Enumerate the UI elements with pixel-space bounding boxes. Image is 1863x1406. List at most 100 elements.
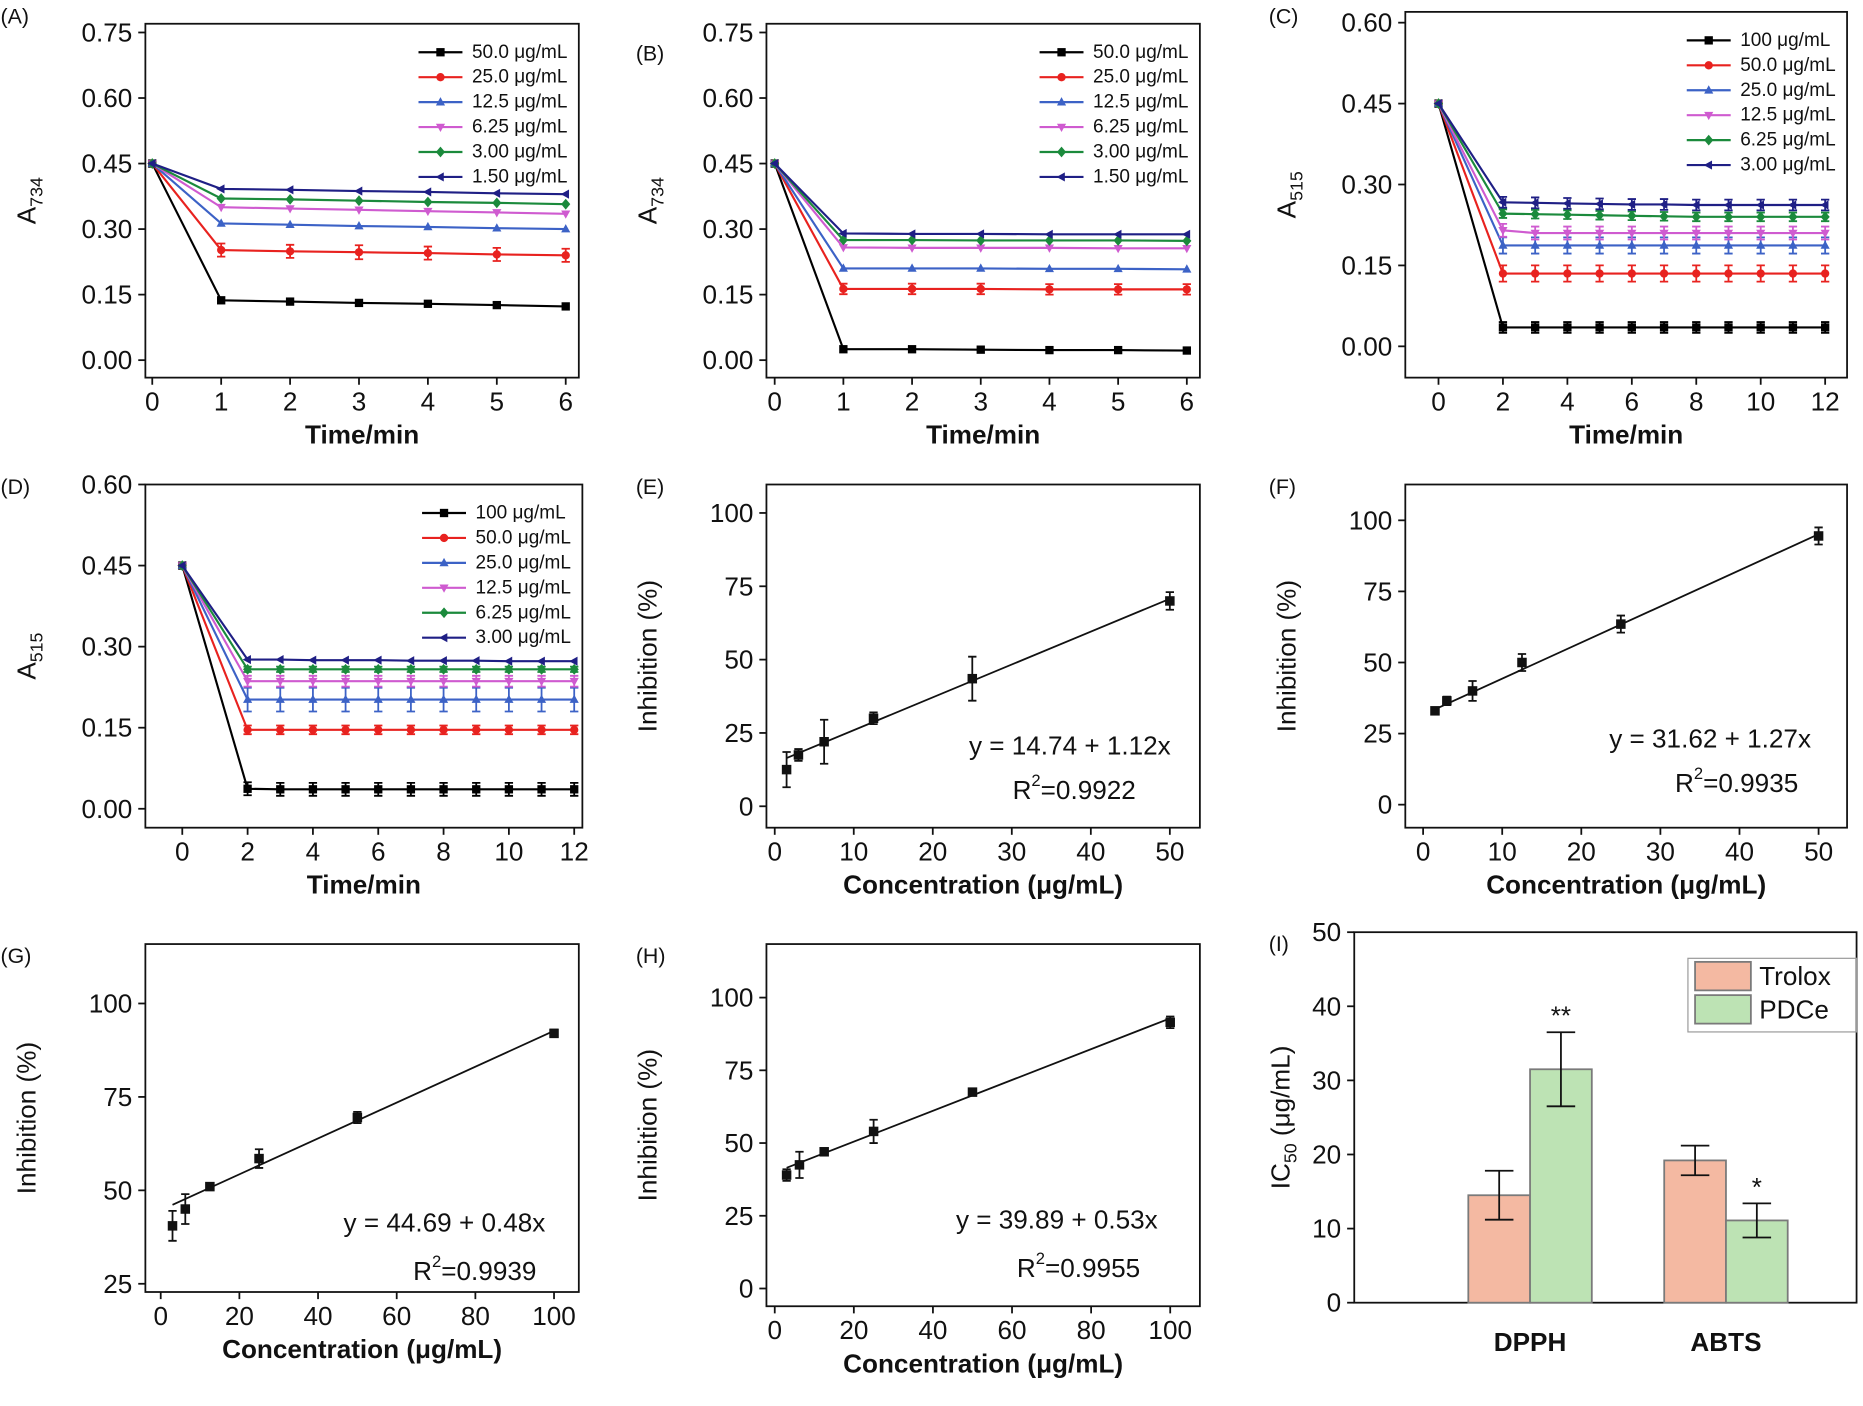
marker: [1704, 61, 1713, 70]
marker: [561, 210, 571, 219]
x-tick-label: ABTS: [1690, 1327, 1761, 1357]
marker: [472, 785, 481, 794]
r-squared-superscript: 2: [432, 1252, 441, 1271]
marker: [1113, 285, 1123, 294]
marker: [1820, 229, 1830, 239]
r-squared-value: =0.9935: [1703, 768, 1798, 798]
marker: [285, 247, 295, 256]
marker: [536, 656, 545, 666]
y-tick-label: 0.75: [703, 17, 754, 47]
x-axis-label: Time/min: [926, 420, 1040, 450]
marker: [406, 677, 416, 687]
y-tick-label: 75: [1363, 576, 1392, 606]
y-tick-label: 0.60: [81, 470, 132, 500]
series-line: [1437, 102, 1826, 207]
legend-label: 6.25 μg/mL: [1093, 117, 1188, 138]
marker: [1788, 229, 1798, 239]
marker: [243, 663, 253, 675]
y-tick-label: 0.30: [1341, 170, 1392, 200]
marker: [1820, 323, 1830, 332]
legend-label: 3.00 μg/mL: [1093, 142, 1188, 163]
x-tick-label: 1: [214, 386, 229, 416]
y-tick-label: 75: [103, 1082, 132, 1112]
marker: [439, 533, 449, 543]
y-axis-label-subscript: 515: [1287, 171, 1307, 201]
marker: [275, 677, 285, 687]
y-tick-label: 0.15: [81, 713, 132, 743]
y-axis-label: A734: [633, 177, 668, 224]
marker: [492, 300, 501, 310]
y-tick-label: 0.60: [703, 83, 754, 113]
y-axis-label: Inhibition (%): [633, 580, 663, 732]
r-squared-label: R: [413, 1256, 432, 1286]
marker: [838, 228, 847, 239]
y-axis-label-subscript: 734: [648, 177, 668, 207]
r-squared-value: =0.9939: [441, 1256, 536, 1286]
x-tick-label: DPPH: [1494, 1327, 1567, 1357]
marker: [167, 1221, 178, 1231]
marker: [254, 1153, 264, 1164]
marker: [275, 694, 285, 703]
y-tick-label: 25: [724, 718, 753, 748]
marker: [1182, 346, 1191, 355]
marker: [243, 694, 253, 703]
marker: [308, 725, 318, 735]
marker: [1691, 229, 1701, 239]
x-tick-label: 40: [918, 1315, 947, 1345]
y-tick-label: 0.30: [81, 214, 132, 244]
panel: (A) 0.00 0.15 0.30 0.45 0.60 0.75 A734 Time/min 0…: [1, 5, 580, 450]
marker: [1691, 240, 1701, 249]
marker: [1056, 97, 1067, 106]
legend-label: 1.50 μg/mL: [1093, 166, 1188, 187]
marker: [285, 185, 294, 195]
marker: [205, 1181, 215, 1192]
legend-swatch: [1694, 960, 1752, 992]
marker: [423, 221, 433, 231]
x-tick-label: 30: [997, 836, 1026, 866]
plot-frame: [765, 22, 1201, 379]
x-tick-label: 30: [1646, 836, 1675, 866]
x-tick-label: 5: [490, 386, 505, 416]
panel-label: (B): [636, 41, 664, 65]
r-squared-label: R: [1013, 775, 1032, 805]
x-tick-label: 40: [304, 1301, 333, 1331]
legend-label: 6.25 μg/mL: [1740, 130, 1835, 151]
marker: [1056, 146, 1067, 158]
marker: [569, 663, 579, 675]
y-tick-label: 50: [724, 1128, 753, 1158]
fit-line: [1434, 533, 1819, 711]
panel: (H) 0 25 50 75 100 Inhibition (%) Concentration…: [633, 943, 1201, 1378]
marker: [1498, 227, 1508, 236]
marker: [243, 784, 252, 793]
marker: [907, 244, 917, 253]
marker: [504, 677, 514, 687]
marker: [976, 345, 985, 354]
marker: [406, 694, 416, 703]
series-line: [1437, 103, 1826, 275]
marker: [354, 221, 364, 230]
marker: [341, 694, 351, 703]
r-squared-label: R: [1017, 1253, 1036, 1283]
y-axis-label: IC50 (μg/mL): [1266, 1046, 1301, 1190]
x-tick-label: 5: [1111, 386, 1126, 416]
r-squared-superscript: 2: [1031, 771, 1040, 790]
marker: [1045, 345, 1054, 355]
marker: [374, 785, 383, 794]
marker: [838, 244, 848, 253]
y-axis-label: A515: [12, 632, 47, 679]
legend-label: 12.5 μg/mL: [472, 92, 567, 113]
x-tick-label: 60: [998, 1315, 1027, 1345]
r-squared-value: =0.9922: [1041, 775, 1136, 805]
marker: [439, 633, 448, 643]
marker: [1659, 229, 1669, 239]
marker: [1056, 172, 1065, 182]
y-axis-label: A515: [1272, 171, 1307, 218]
marker: [423, 299, 433, 308]
r-squared: R2=0.9955: [1017, 1249, 1140, 1283]
marker: [1595, 240, 1605, 249]
x-axis-label: Concentration (μg/mL): [843, 870, 1123, 900]
marker: [560, 189, 570, 199]
series-line: [181, 564, 575, 663]
x-tick-label: 8: [436, 836, 451, 866]
marker: [1594, 199, 1603, 209]
